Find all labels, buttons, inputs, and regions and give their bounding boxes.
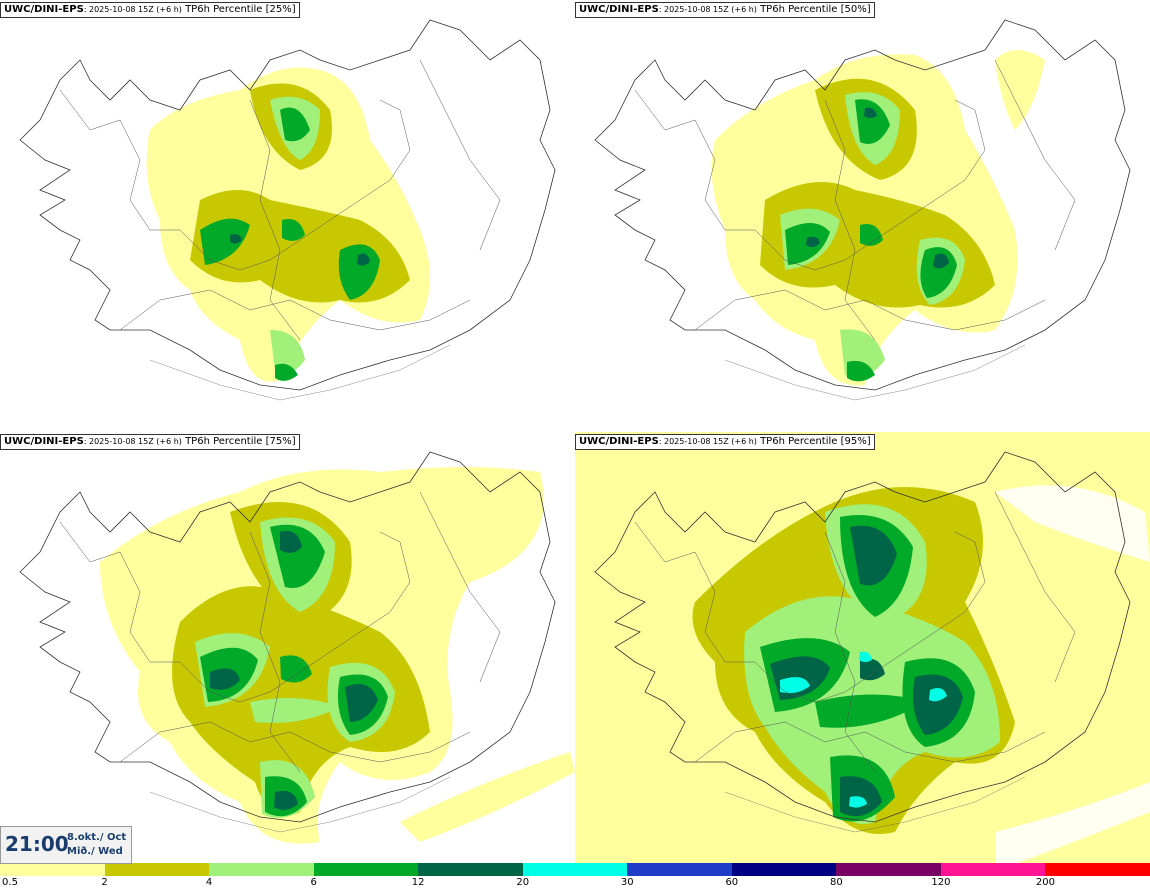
precipitation-map [575,432,1150,864]
legend-label: 60 [725,877,739,888]
map-panel-p95: UWC/DINI-EPS: 2025-10-08 15Z (+6 h) TP6h… [575,432,1150,864]
map-panel-p25: UWC/DINI-EPS: 2025-10-08 15Z (+6 h) TP6h… [0,0,575,432]
precipitation-map [19,19,556,401]
legend-swatch [313,863,419,876]
legend-label: 0.5 [2,877,18,888]
panel-title: UWC/DINI-EPS: 2025-10-08 15Z (+6 h) TP6h… [0,434,300,450]
legend-swatch [836,863,941,876]
legend-label: 4 [205,877,213,888]
legend-swatch [522,863,628,876]
valid-day: Mið./ Wed [67,846,123,857]
legend-swatch [1045,863,1150,876]
legend-swatch [731,863,837,876]
legend-label: 200 [1035,877,1055,888]
legend-label: 80 [829,877,843,888]
legend-label: 30 [620,877,634,888]
panel-title: UWC/DINI-EPS: 2025-10-08 15Z (+6 h) TP6h… [0,2,300,18]
legend-swatch [418,863,523,876]
legend-swatch [940,863,1046,876]
legend-label: 6 [310,877,317,888]
valid-time-box: 21:00 8.okt./ Oct Mið./ Wed [0,826,132,864]
legend-swatch [0,863,105,876]
legend-swatch [627,863,732,876]
legend-label: 20 [516,877,530,888]
legend-label: 2 [101,877,108,888]
legend-swatch [104,863,210,876]
panel-title: UWC/DINI-EPS: 2025-10-08 15Z (+6 h) TP6h… [575,434,875,450]
color-legend [0,863,1150,876]
precipitation-map [19,451,575,844]
valid-time: 21:00 [5,832,69,856]
map-panel-p75: UWC/DINI-EPS: 2025-10-08 15Z (+6 h) TP6h… [0,432,575,864]
legend-swatch [209,863,314,876]
legend-labels: 0.5 2 4 6 12 20 30 60 80 120 200 [0,877,1150,891]
legend-label: 120 [931,877,951,888]
panel-title: UWC/DINI-EPS: 2025-10-08 15Z (+6 h) TP6h… [575,2,875,18]
map-panel-p50: UWC/DINI-EPS: 2025-10-08 15Z (+6 h) TP6h… [575,0,1150,432]
valid-date: 8.okt./ Oct [67,832,127,843]
legend-label: 12 [411,877,425,888]
precipitation-map [594,19,1131,401]
